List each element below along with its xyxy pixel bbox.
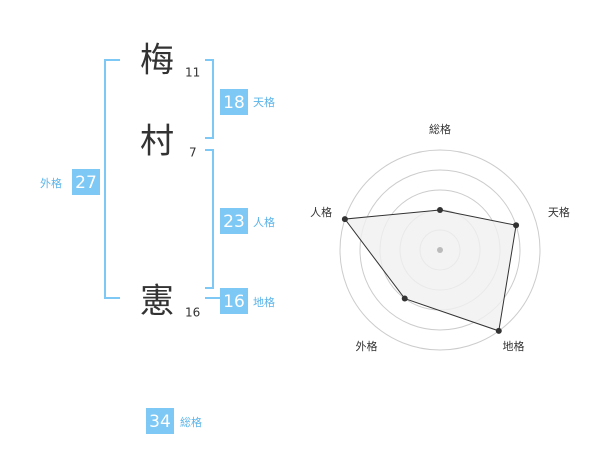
jinkaku-bracket [205, 149, 214, 289]
stroke-count: 11 [185, 66, 200, 80]
kaku-box [72, 169, 100, 195]
axis-label: 外格 [356, 339, 378, 353]
kaku-value: 16 [223, 292, 245, 312]
axis-label: 総格 [429, 122, 451, 136]
kaku-value: 34 [149, 412, 171, 432]
radar-point [495, 327, 502, 334]
radar-point [513, 222, 520, 229]
name-char: 憲 [140, 282, 174, 322]
kaku-box [220, 208, 248, 234]
kaku-box [146, 408, 174, 434]
axis-label: 天格 [548, 205, 570, 219]
radar-area [343, 209, 517, 332]
kaku-value: 18 [223, 93, 245, 113]
radar-point [341, 216, 348, 223]
axis-label: 人格 [310, 205, 332, 219]
radar-point [437, 207, 443, 213]
kaku-value: 27 [75, 173, 97, 193]
kaku-value: 23 [223, 212, 245, 232]
gaikaku-bracket [104, 59, 120, 299]
name-char: 梅 [140, 41, 174, 81]
kaku-box [220, 89, 248, 115]
center-dot [437, 247, 443, 253]
stroke-count: 16 [185, 306, 200, 320]
kaku-label: 天格 [253, 95, 275, 109]
kaku-label: 地格 [253, 295, 275, 309]
kaku-label: 人格 [253, 215, 275, 229]
kaku-box [220, 288, 248, 314]
stroke-count: 7 [189, 146, 197, 160]
grid-ring [339, 149, 541, 351]
name-char: 村 [140, 122, 174, 162]
radar-point [401, 295, 408, 302]
axis-label: 地格 [502, 339, 524, 353]
kaku-label: 外格 [40, 176, 62, 190]
grid-ring [359, 169, 521, 331]
tenkaku-bracket [205, 59, 214, 139]
kaku-label: 総格 [180, 415, 202, 429]
